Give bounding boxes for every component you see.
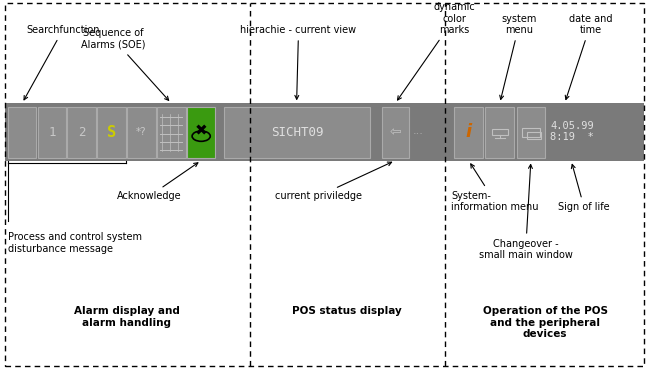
Bar	[382, 107, 409, 158]
Bar	[517, 107, 545, 158]
Bar	[67, 107, 96, 158]
Text: 1: 1	[48, 126, 56, 139]
Text: i: i	[465, 124, 472, 141]
Text: ...: ...	[413, 126, 424, 137]
Text: dynamic
color
marks: dynamic color marks	[398, 2, 475, 100]
Text: Sequence of
Alarms (SOE): Sequence of Alarms (SOE)	[81, 28, 169, 100]
Bar	[157, 107, 186, 158]
Text: date and
time: date and time	[565, 14, 613, 100]
Bar	[8, 107, 36, 158]
Text: hierachie - current view: hierachie - current view	[241, 25, 356, 99]
Bar	[454, 107, 483, 158]
Text: ✖: ✖	[195, 123, 208, 138]
Text: POS status display: POS status display	[292, 306, 402, 316]
Text: ⇦: ⇦	[389, 125, 401, 139]
Text: 4.05.99
8:19  *: 4.05.99 8:19 *	[550, 121, 594, 142]
Text: System-
information menu: System- information menu	[451, 164, 539, 212]
Bar	[527, 132, 541, 139]
Text: Acknowledge: Acknowledge	[117, 163, 198, 201]
Text: Sign of life: Sign of life	[558, 164, 610, 212]
Bar	[492, 129, 508, 135]
Text: S: S	[107, 125, 116, 140]
Bar	[187, 107, 215, 158]
Bar	[522, 128, 540, 137]
Bar	[97, 107, 126, 158]
Text: Searchfunction: Searchfunction	[24, 25, 99, 100]
Text: SICHT09: SICHT09	[271, 126, 323, 139]
Text: Process and control system
disturbance message: Process and control system disturbance m…	[8, 232, 141, 254]
Text: Alarm display and
alarm handling: Alarm display and alarm handling	[73, 306, 180, 328]
Bar	[224, 107, 370, 158]
Text: Changeover -
small main window: Changeover - small main window	[479, 165, 572, 260]
Text: *?: *?	[136, 127, 147, 138]
Text: system
menu: system menu	[500, 14, 537, 99]
Bar	[485, 107, 514, 158]
Bar	[127, 107, 156, 158]
Bar	[38, 107, 66, 158]
Text: current priviledge: current priviledge	[275, 162, 391, 201]
Text: Operation of the POS
and the peripheral
devices: Operation of the POS and the peripheral …	[483, 306, 607, 339]
Text: 2: 2	[78, 126, 86, 139]
Bar	[5, 103, 644, 161]
